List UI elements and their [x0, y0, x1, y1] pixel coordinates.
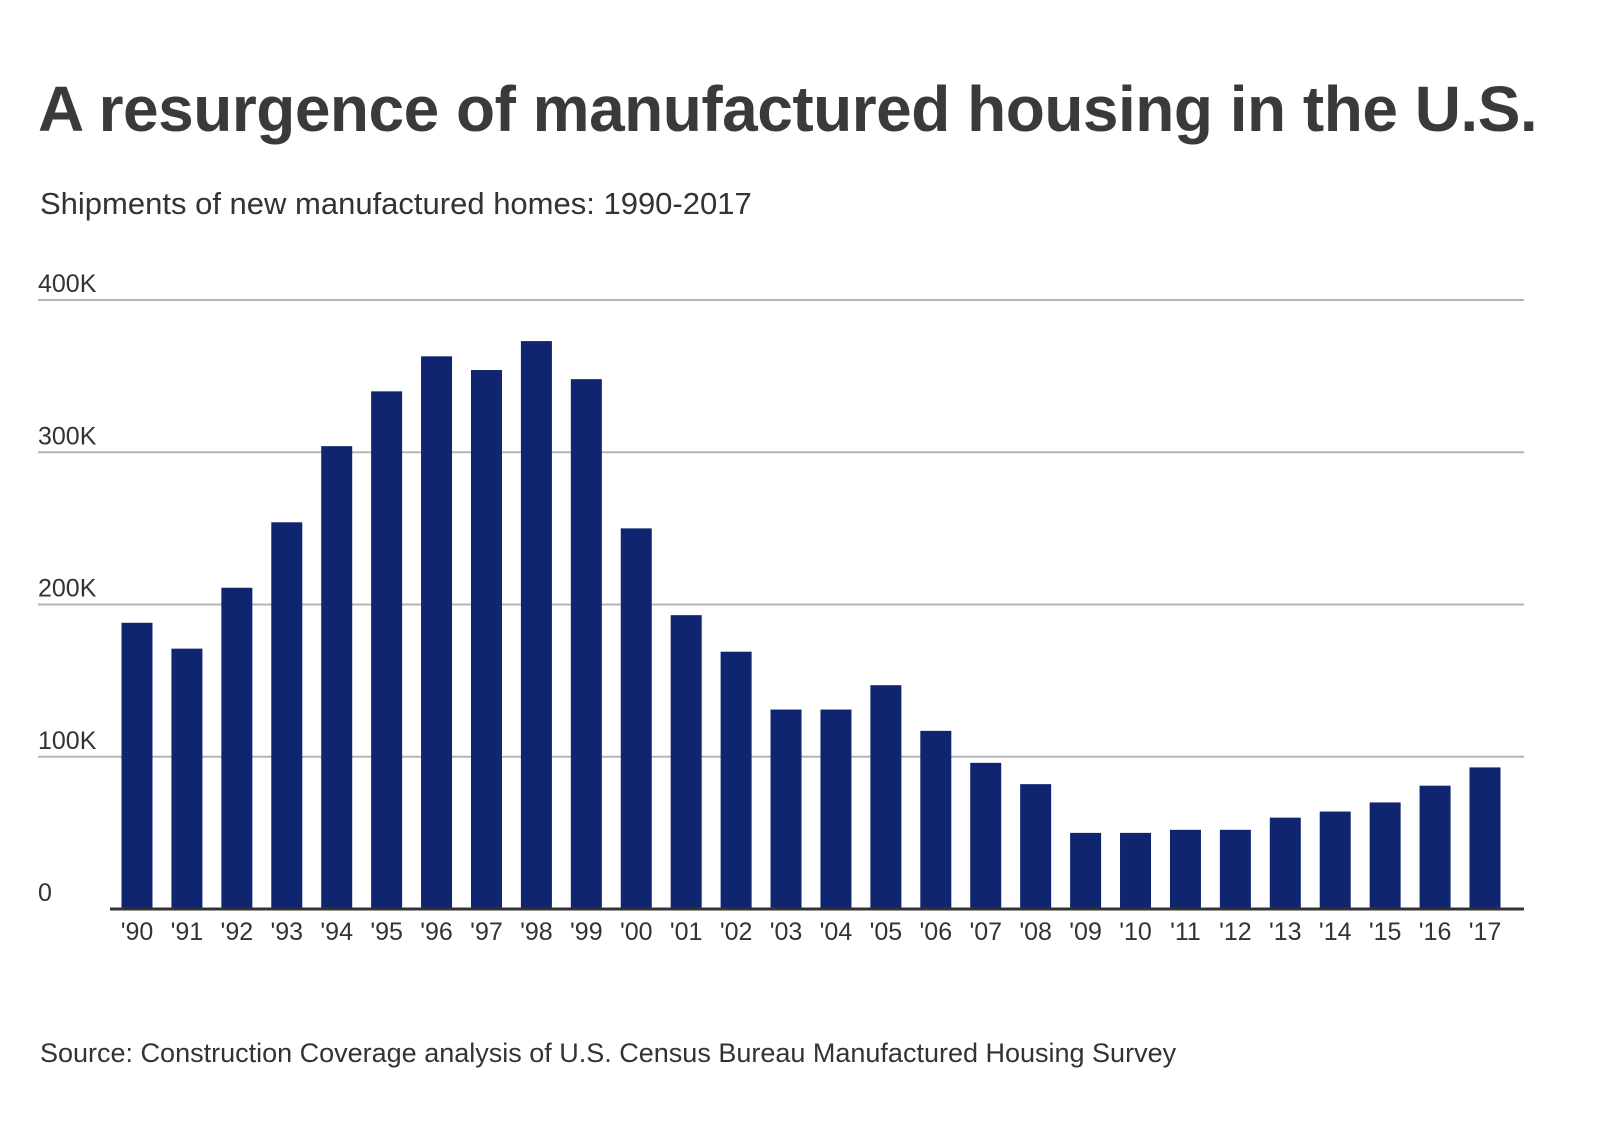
x-tick-label: '96 [420, 918, 453, 946]
x-tick-label: '09 [1069, 918, 1102, 946]
bar [870, 685, 902, 909]
bars [121, 341, 1501, 910]
y-tick-label: 100K [38, 727, 97, 755]
y-axis-ticks: 0 100K 200K 300K 400K [38, 270, 97, 907]
x-axis-ticks: '90 '91 '92 '93 '94 '95 '96 '97 '98 '99 '00 '01 '02 '… [121, 918, 1502, 946]
x-tick-label: '10 [1119, 918, 1152, 946]
x-tick-label: '92 [221, 918, 254, 946]
bar [1070, 832, 1102, 909]
bar [221, 587, 253, 909]
x-tick-label: '12 [1219, 918, 1252, 946]
bar [421, 356, 453, 909]
x-tick-label: '02 [720, 918, 753, 946]
x-tick-label: '05 [870, 918, 903, 946]
x-tick-label: '99 [570, 918, 603, 946]
bar [371, 391, 403, 910]
gridlines [38, 299, 1524, 758]
x-tick-label: '95 [370, 918, 403, 946]
bar [620, 528, 652, 909]
x-tick-label: '07 [969, 918, 1002, 946]
x-tick-label: '08 [1019, 918, 1052, 946]
y-tick-label: 200K [38, 575, 97, 603]
bar [321, 446, 353, 909]
bar [1020, 784, 1052, 909]
bar [670, 615, 702, 909]
chart-title: A resurgence of manufactured housing in … [38, 73, 1538, 145]
y-tick-label: 0 [38, 879, 52, 907]
bar [770, 709, 802, 909]
x-tick-label: '03 [770, 918, 803, 946]
x-tick-label: '13 [1269, 918, 1302, 946]
bar [1120, 832, 1152, 909]
x-tick-label: '01 [670, 918, 703, 946]
bar [271, 522, 303, 909]
y-tick-label: 400K [38, 270, 97, 298]
x-tick-label: '91 [171, 918, 204, 946]
bar [1219, 829, 1251, 909]
bar [171, 648, 203, 909]
x-tick-label: '11 [1170, 918, 1201, 946]
x-tick-label: '00 [620, 918, 653, 946]
x-tick-label: '15 [1369, 918, 1402, 946]
bar [820, 709, 852, 909]
bar [121, 622, 153, 909]
y-tick-label: 300K [38, 422, 97, 450]
bar [1319, 811, 1351, 909]
x-tick-label: '17 [1469, 918, 1502, 946]
x-tick-label: '14 [1319, 918, 1352, 946]
bar [1469, 767, 1501, 909]
bar [520, 341, 552, 909]
bar [1369, 802, 1401, 909]
x-tick-label: '90 [121, 918, 154, 946]
x-tick-label: '04 [820, 918, 853, 946]
chart-subtitle: Shipments of new manufactured homes: 199… [40, 186, 752, 221]
x-tick-label: '97 [470, 918, 503, 946]
x-tick-label: '93 [270, 918, 303, 946]
chart-source: Source: Construction Coverage analysis o… [40, 1038, 1177, 1068]
bar [1269, 817, 1301, 909]
bar [1169, 829, 1201, 909]
bar [470, 370, 502, 909]
bar [720, 651, 752, 909]
bar [570, 379, 602, 909]
x-tick-label: '94 [320, 918, 353, 946]
bar [920, 730, 952, 909]
bar [1419, 785, 1451, 909]
bar [970, 762, 1002, 909]
x-tick-label: '98 [520, 918, 553, 946]
x-tick-label: '06 [920, 918, 953, 946]
x-tick-label: '16 [1419, 918, 1452, 946]
